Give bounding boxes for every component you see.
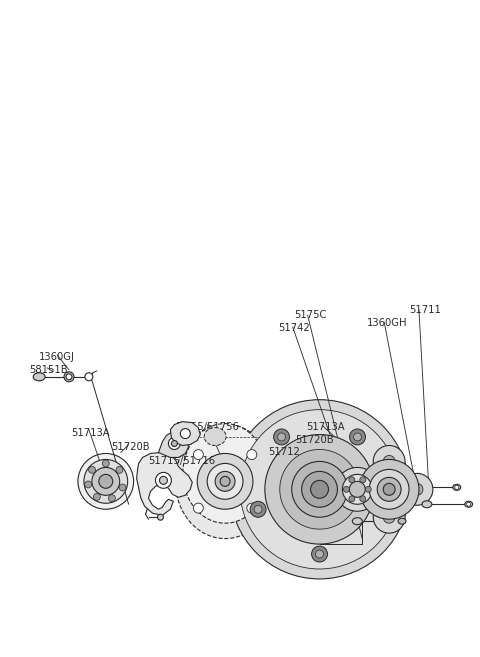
Ellipse shape — [422, 501, 432, 508]
Circle shape — [354, 433, 361, 441]
Circle shape — [292, 461, 348, 517]
Circle shape — [78, 453, 133, 509]
Circle shape — [373, 501, 405, 533]
Circle shape — [383, 484, 395, 495]
Text: 1360GJ: 1360GJ — [39, 352, 75, 362]
Circle shape — [373, 445, 405, 478]
Circle shape — [277, 433, 286, 441]
Circle shape — [312, 546, 327, 562]
Circle shape — [247, 449, 257, 460]
Circle shape — [274, 429, 289, 445]
Ellipse shape — [352, 518, 362, 525]
Text: 51742: 51742 — [278, 323, 310, 333]
Ellipse shape — [455, 486, 459, 489]
Circle shape — [220, 476, 230, 486]
Circle shape — [349, 477, 355, 483]
Text: 51713A: 51713A — [307, 422, 345, 432]
Circle shape — [247, 503, 257, 513]
Circle shape — [99, 474, 113, 488]
Circle shape — [108, 495, 115, 502]
Circle shape — [411, 484, 423, 495]
Circle shape — [180, 428, 190, 438]
Circle shape — [343, 486, 349, 492]
Circle shape — [89, 466, 96, 473]
Ellipse shape — [467, 502, 471, 507]
Circle shape — [401, 474, 433, 505]
Text: 51720B: 51720B — [111, 442, 149, 451]
Circle shape — [383, 455, 395, 467]
Circle shape — [92, 467, 120, 495]
Polygon shape — [137, 453, 192, 515]
Polygon shape — [158, 432, 188, 457]
Circle shape — [377, 505, 385, 513]
Circle shape — [84, 481, 92, 488]
Ellipse shape — [398, 518, 406, 524]
Ellipse shape — [66, 374, 72, 380]
Text: 51720B: 51720B — [296, 434, 334, 445]
Ellipse shape — [183, 424, 267, 523]
Circle shape — [342, 474, 372, 505]
Circle shape — [197, 453, 253, 509]
Ellipse shape — [175, 424, 275, 539]
Circle shape — [157, 514, 164, 520]
Text: 51715/51716: 51715/51716 — [148, 457, 216, 466]
Circle shape — [171, 441, 178, 447]
Circle shape — [349, 482, 365, 497]
Ellipse shape — [465, 501, 473, 507]
Circle shape — [230, 399, 409, 579]
Ellipse shape — [204, 428, 226, 445]
Circle shape — [254, 505, 262, 513]
Circle shape — [116, 466, 123, 473]
Text: 51712: 51712 — [268, 447, 300, 457]
Text: 5175C: 5175C — [295, 310, 327, 320]
Ellipse shape — [33, 373, 45, 381]
Circle shape — [373, 501, 389, 517]
Circle shape — [93, 493, 100, 501]
Circle shape — [84, 459, 128, 503]
Circle shape — [250, 501, 266, 517]
Ellipse shape — [453, 484, 461, 490]
Circle shape — [383, 511, 395, 523]
Circle shape — [349, 496, 355, 502]
Text: 58151B: 58151B — [29, 365, 68, 375]
Polygon shape — [170, 422, 200, 445]
Circle shape — [315, 550, 324, 558]
Text: 51711: 51711 — [409, 305, 441, 315]
Ellipse shape — [410, 484, 420, 491]
Circle shape — [119, 484, 126, 491]
Circle shape — [349, 429, 365, 445]
Circle shape — [360, 477, 366, 483]
Circle shape — [168, 438, 180, 449]
Circle shape — [159, 476, 168, 484]
Circle shape — [85, 373, 93, 381]
Text: 5’755/51756: 5’755/51756 — [175, 422, 239, 432]
Circle shape — [301, 471, 337, 507]
Circle shape — [265, 434, 374, 544]
Circle shape — [280, 449, 360, 529]
Circle shape — [369, 469, 409, 509]
Circle shape — [207, 463, 243, 499]
Ellipse shape — [64, 372, 74, 382]
Circle shape — [193, 503, 204, 513]
Circle shape — [346, 474, 377, 505]
Circle shape — [365, 486, 371, 492]
Circle shape — [311, 480, 328, 498]
Circle shape — [215, 471, 235, 491]
Circle shape — [102, 460, 109, 467]
Circle shape — [240, 410, 399, 569]
Circle shape — [360, 459, 419, 519]
Circle shape — [360, 496, 366, 502]
Circle shape — [355, 484, 367, 495]
Circle shape — [336, 467, 379, 511]
Circle shape — [377, 478, 401, 501]
Circle shape — [156, 472, 171, 488]
Text: 1360GH: 1360GH — [367, 318, 408, 328]
Text: 51713A: 51713A — [71, 428, 109, 438]
Circle shape — [193, 449, 204, 460]
